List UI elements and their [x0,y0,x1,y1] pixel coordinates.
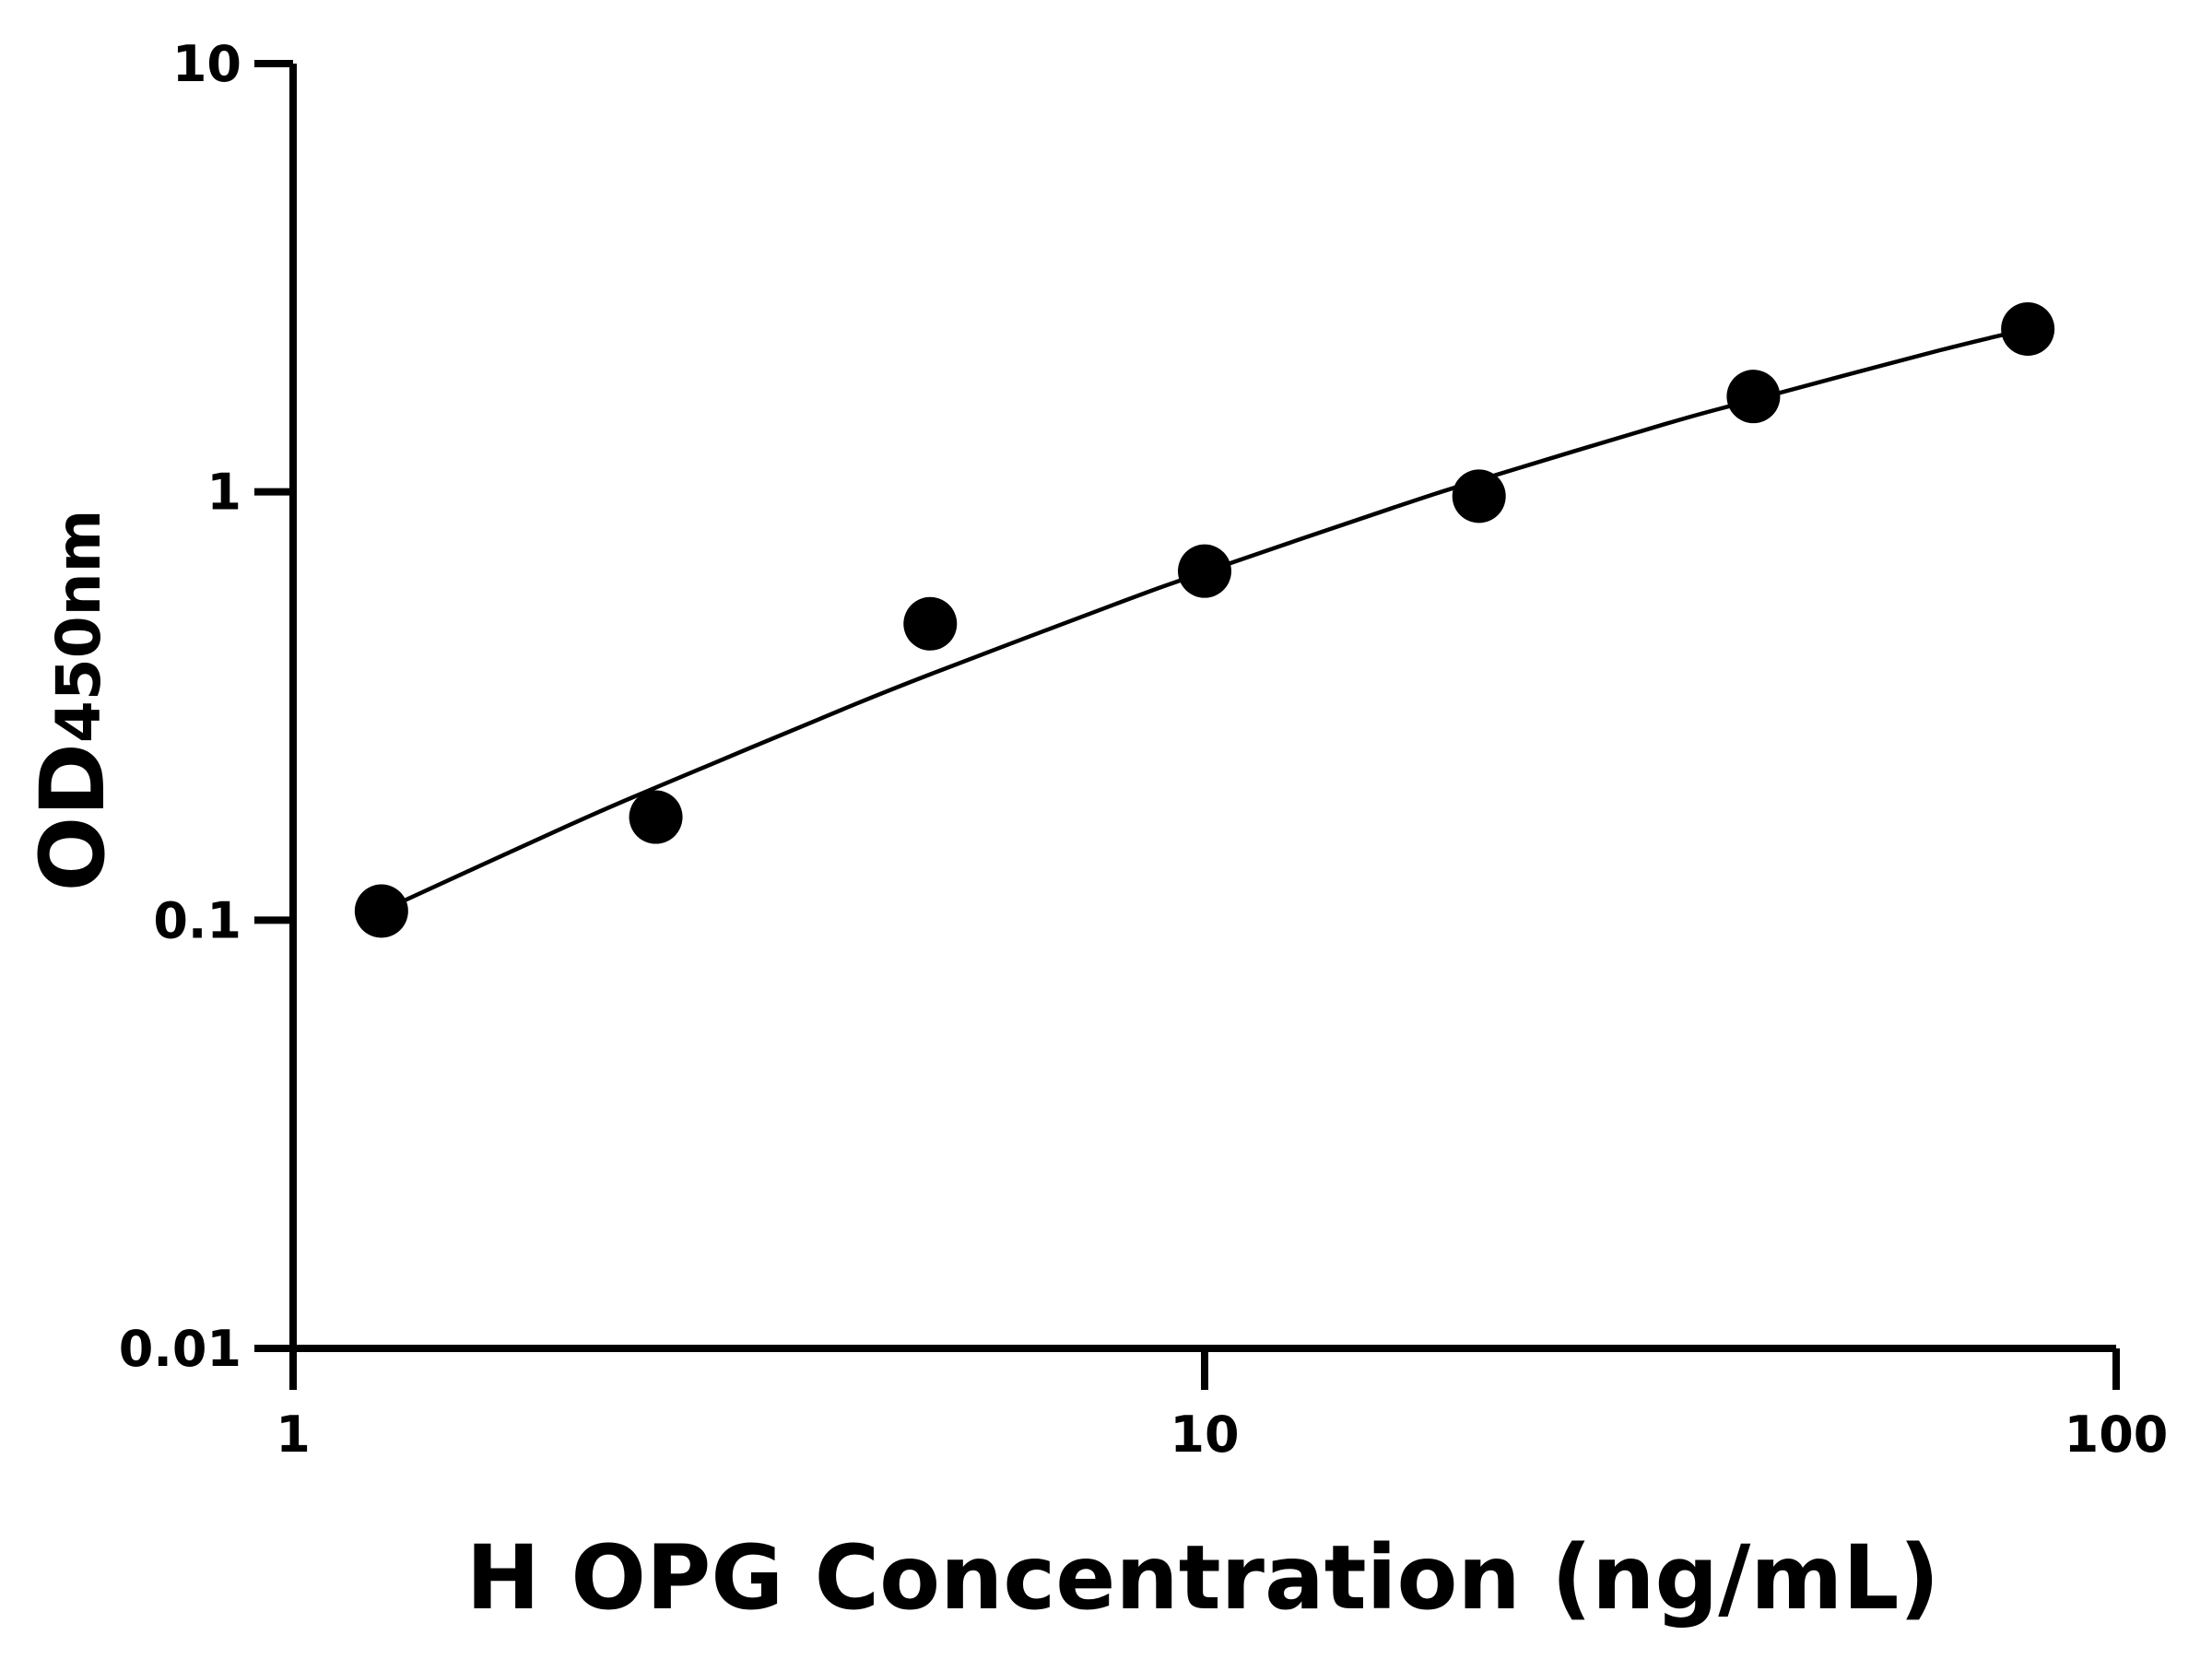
data-point [1726,370,1781,424]
x-tick-label: 100 [2065,1406,2169,1464]
y-axis-title-main: OD [21,743,124,891]
y-tick-label: 0.1 [153,891,241,949]
y-tick-label: 0.01 [119,1320,241,1378]
ticks: 0.01 0.1 1 10 1 10 100 [119,35,2169,1464]
x-tick-label: 10 [1170,1406,1239,1464]
data-point [1178,544,1231,598]
data-point [903,596,958,651]
data-point [1452,469,1506,524]
fit-curve [380,326,2029,913]
y-axis-title: OD450nm [21,510,124,892]
data-point [629,790,683,844]
y-tick-label: 1 [206,464,241,522]
x-axis-title: H OPG Concentration (ng/mL) [466,1526,1940,1630]
axes [289,64,2116,1352]
data-point [354,884,408,938]
data-point [2001,301,2055,356]
y-tick-label: 10 [172,35,241,93]
y-axis-title-sub: 450nm [43,510,114,744]
data-points [354,301,2055,938]
x-tick-label: 1 [276,1406,311,1464]
